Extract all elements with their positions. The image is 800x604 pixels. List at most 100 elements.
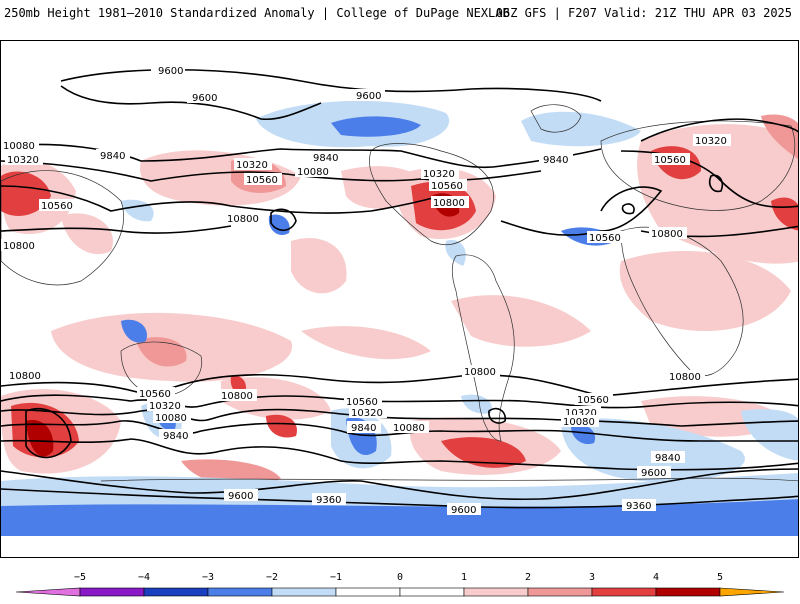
contour-value-label: 10080 (391, 421, 429, 434)
colorbar-swatch-zero-neg (335, 587, 401, 597)
contour-value-label: 9840 (159, 429, 193, 442)
contour-value-label: 10560 (652, 153, 690, 166)
contour-value-label: 10800 (219, 389, 257, 402)
contour-value-label: 9840 (347, 421, 381, 434)
svg-text:10560: 10560 (139, 389, 171, 400)
anomaly-negative-area (1, 473, 798, 513)
anomaly-positive-area (1, 171, 51, 216)
colorbar-swatch-zero-pos (399, 587, 465, 597)
colorbar-tick-label: −5 (74, 572, 86, 583)
coastline (530, 104, 582, 133)
colorbar: −5 −4 −3 −2 −1 0 1 2 3 4 5 (0, 570, 800, 600)
svg-text:10080: 10080 (155, 413, 187, 424)
contour-line (60, 85, 322, 121)
contour-value-label: 10800 (7, 369, 45, 382)
contour-value-label: 9600 (637, 466, 671, 479)
contour-value-label: 10320 (693, 134, 731, 147)
svg-text:9360: 9360 (316, 495, 341, 506)
colorbar-tick-label: 5 (717, 572, 723, 583)
contour-value-label: 10560 (587, 231, 625, 244)
contour-value-label: 10800 (462, 365, 500, 378)
svg-text:9360: 9360 (626, 501, 651, 512)
contour-value-label: 9360 (312, 493, 346, 506)
svg-text:9600: 9600 (192, 93, 217, 104)
anomaly-positive-area (61, 213, 113, 255)
colorbar-swatch-pos3 (591, 587, 657, 597)
contour-line (1, 185, 442, 214)
colorbar-graphic: −5 −4 −3 −2 −1 0 1 2 3 4 5 (15, 572, 785, 597)
anomaly-positive-area (266, 414, 297, 438)
contour-value-label: 10560 (429, 179, 467, 192)
contour-line (1, 225, 232, 234)
svg-text:9600: 9600 (641, 468, 666, 479)
anomaly-positive-area (291, 237, 347, 294)
contour-line (1, 468, 798, 501)
svg-text:10800: 10800 (9, 371, 41, 382)
svg-text:10800: 10800 (669, 372, 701, 383)
contour-value-label: 9840 (539, 153, 573, 166)
svg-text:9600: 9600 (356, 91, 381, 102)
anomaly-map: 9600 9600 9600 9840 9840 9840 10080 1032… (1, 64, 798, 536)
contour-line (621, 203, 635, 215)
colorbar-tick-label: −3 (202, 572, 214, 583)
anomaly-negative-area (121, 199, 154, 222)
colorbar-tick-label: 0 (397, 572, 403, 583)
contour-value-label: 9840 (96, 149, 130, 162)
svg-text:9840: 9840 (655, 453, 680, 464)
contour-value-label: 10320 (147, 399, 185, 412)
anomaly-positive-area (619, 251, 791, 331)
anomaly-negative-area (331, 116, 421, 137)
contour-line (1, 488, 798, 509)
colorbar-tick-labels: −5 −4 −3 −2 −1 0 1 2 3 4 5 (74, 572, 723, 583)
svg-text:10320: 10320 (149, 401, 181, 412)
contour-line (500, 186, 663, 236)
contour-value-label: 9600 (151, 64, 185, 77)
coastline (600, 120, 795, 211)
contour-value-label: 9600 (224, 489, 258, 502)
colorbar-tick-label: 2 (525, 572, 531, 583)
svg-text:9840: 9840 (351, 423, 376, 434)
contour-value-label: 10560 (244, 173, 282, 186)
svg-text:10560: 10560 (654, 155, 686, 166)
svg-text:10560: 10560 (577, 395, 609, 406)
colorbar-tick-label: 3 (589, 572, 595, 583)
contour-value-label: 10800 (225, 212, 263, 225)
coastline (100, 477, 798, 482)
contour-value-label: 10800 (667, 370, 705, 383)
svg-text:9840: 9840 (313, 153, 338, 164)
svg-text:10800: 10800 (227, 214, 259, 225)
svg-text:10560: 10560 (431, 181, 463, 192)
coastline (620, 226, 744, 377)
header: 250mb Height 1981–2010 Standardized Anom… (0, 0, 800, 30)
contour-line (1, 438, 798, 471)
svg-text:10560: 10560 (346, 397, 378, 408)
anomaly-shading (1, 100, 798, 536)
contour-line (25, 407, 72, 459)
contour-line (60, 68, 602, 102)
anomaly-negative-area (121, 319, 147, 343)
contour-value-label: 10080 (1, 139, 39, 152)
contour-value-label: 9600 (447, 503, 481, 516)
svg-text:10320: 10320 (236, 160, 268, 171)
contour-value-label: 10800 (649, 227, 687, 240)
anomaly-negative-area (1, 499, 798, 536)
map-title: 250mb Height 1981–2010 Standardized Anom… (4, 6, 510, 20)
anomaly-positive-area (26, 419, 54, 457)
colorbar-swatch-pos4 (655, 587, 721, 597)
contour-value-label: 10800 (1, 239, 39, 252)
svg-text:10320: 10320 (351, 408, 383, 419)
contour-line (270, 208, 297, 232)
contour-value-label: 10320 (349, 406, 387, 419)
svg-text:9600: 9600 (451, 505, 476, 516)
colorbar-swatch-neg1 (271, 587, 337, 597)
svg-text:10320: 10320 (423, 169, 455, 180)
anomaly-positive-area (301, 326, 431, 360)
svg-text:10560: 10560 (246, 175, 278, 186)
colorbar-swatch-neg2 (207, 587, 273, 597)
colorbar-swatch-pos2 (527, 587, 593, 597)
contour-line (1, 420, 798, 442)
svg-text:10080: 10080 (3, 141, 35, 152)
colorbar-tick-label: −2 (266, 572, 278, 583)
anomaly-negative-area (461, 394, 492, 414)
anomaly-positive-area (441, 437, 526, 468)
